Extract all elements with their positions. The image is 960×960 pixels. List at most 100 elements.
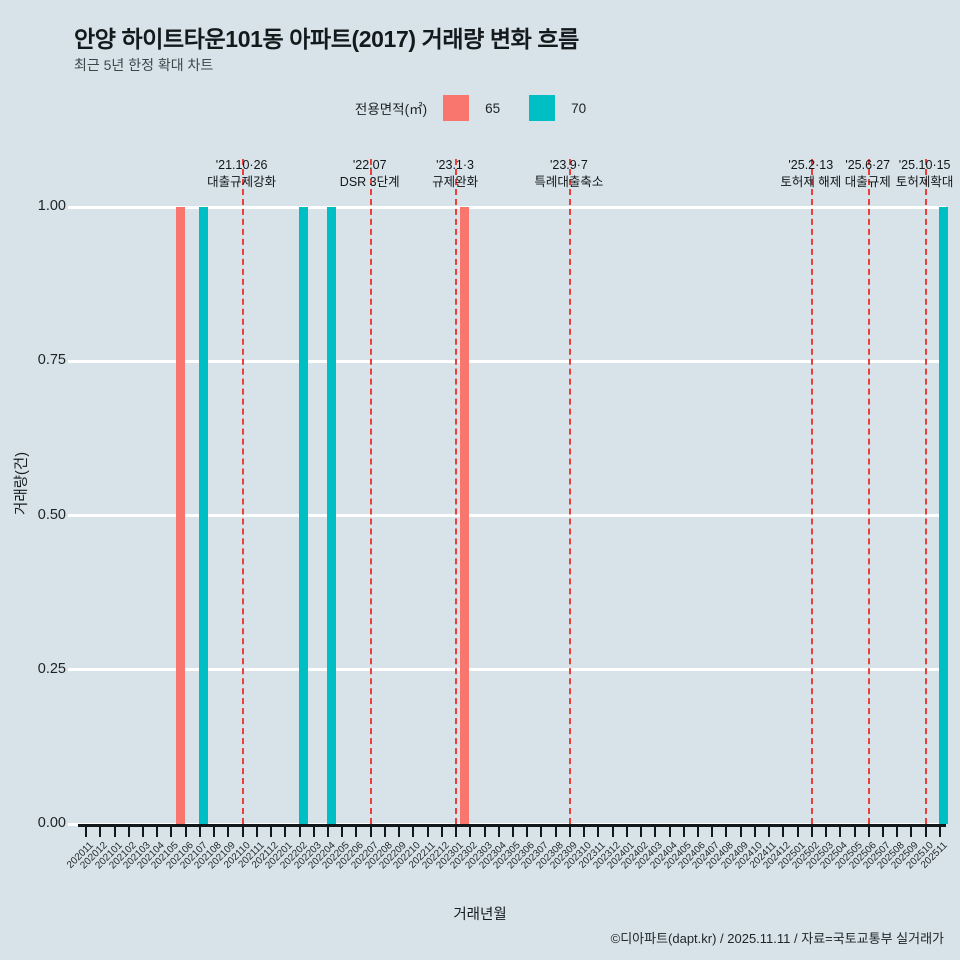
bar-202204-70[interactable] [327, 207, 337, 824]
x-tick-mark [938, 827, 941, 837]
footer-credit: ©디아파트(dapt.kr) / 2025.11.11 / 자료=국토교통부 실… [610, 931, 944, 946]
x-axis-title: 거래년월 [453, 907, 507, 923]
x-axis-line [78, 824, 946, 827]
x-tick-mark [526, 827, 529, 837]
x-tick-mark [711, 827, 714, 837]
x-tick-mark [512, 827, 514, 837]
y-tick-mark [68, 359, 78, 363]
event-label: DSR 3단계 [339, 175, 400, 189]
x-tick-mark [312, 827, 315, 837]
y-tick-label: 1.00 [37, 198, 66, 214]
event-line-202110 [241, 159, 244, 824]
bar-202107-70[interactable] [198, 207, 208, 824]
event-date: '21.10·26 [215, 158, 268, 172]
x-tick-mark [483, 827, 486, 837]
x-tick-mark [825, 827, 828, 837]
event-annotation-202510: '25.10·15 토허제확대 [896, 157, 954, 191]
event-line-202502 [810, 159, 813, 824]
legend-label-70: 70 [571, 100, 587, 116]
event-date: '23.1·3 [436, 158, 474, 172]
x-tick-mark [867, 827, 870, 837]
event-annotation-202301: '23.1·3 규제완화 [432, 157, 478, 191]
x-tick-mark [412, 827, 415, 837]
x-tick-mark [255, 827, 258, 837]
x-tick-mark [654, 827, 657, 837]
gridline [78, 668, 946, 672]
x-tick-mark [924, 827, 927, 837]
legend-swatch-70[interactable] [529, 95, 556, 121]
event-date: '25.6·27 [845, 158, 891, 172]
x-tick-mark [896, 827, 899, 837]
event-annotation-202207: '22.07 DSR 3단계 [340, 157, 400, 191]
x-tick-mark [85, 827, 88, 837]
event-date: '25.10·15 [898, 158, 951, 172]
x-tick-mark [156, 827, 159, 837]
event-line-202301 [455, 159, 458, 824]
bar-202511-70[interactable] [938, 207, 948, 824]
y-tick-label: 0.25 [37, 660, 66, 677]
event-label: 특례대출축소 [534, 175, 604, 189]
event-label: 대출규제 [844, 175, 891, 189]
x-tick-mark [426, 827, 429, 837]
y-tick-label: 0.75 [37, 352, 66, 369]
x-tick-mark [355, 827, 358, 837]
bar-202302-65[interactable] [460, 207, 470, 824]
event-annotation-202506: '25.6·27 대출규제 [845, 157, 891, 191]
legend-title: 전용면적(㎡) [354, 102, 428, 117]
event-label: 규제완화 [432, 175, 479, 189]
x-tick-mark [184, 827, 187, 837]
gridline [78, 514, 946, 517]
chart-legend: 전용면적(㎡) 65 70 [0, 95, 960, 121]
x-tick-mark [910, 827, 913, 837]
x-tick-mark [725, 827, 728, 837]
x-tick-mark [270, 827, 273, 837]
x-tick-mark [327, 827, 330, 837]
x-tick-mark [142, 827, 145, 837]
x-tick-mark [497, 827, 500, 837]
x-tick-mark [113, 827, 116, 837]
x-tick-mark [241, 827, 244, 837]
x-tick-mark [540, 827, 543, 837]
x-tick-mark [99, 827, 102, 837]
x-tick-mark [213, 827, 216, 837]
x-tick-mark [369, 827, 372, 837]
bar-202106-65[interactable] [175, 207, 185, 824]
event-annotation-202309: '23.9·7 특례대출축소 [534, 157, 603, 191]
page-title: 안양 하이트타운101동 아파트(2017) 거래량 변화 흐름 [74, 26, 579, 52]
x-tick-mark [440, 827, 443, 837]
legend-swatch-65[interactable] [443, 95, 470, 121]
x-tick-mark [341, 827, 344, 837]
x-tick-mark [668, 827, 671, 837]
page-subtitle: 최근 5년 한정 확대 차트 [74, 57, 214, 73]
y-tick-mark [68, 205, 78, 209]
y-tick-mark [68, 668, 78, 672]
x-tick-mark [469, 827, 472, 837]
x-tick-mark [796, 827, 799, 837]
event-date: '25.2·13 [788, 158, 834, 172]
gridline [78, 205, 946, 209]
x-tick-mark [597, 827, 600, 837]
x-tick-mark [383, 827, 386, 837]
event-line-202510 [924, 159, 927, 824]
plot-area: 0.00 0.25 0.50 0.75 1.00 [38, 159, 948, 831]
y-tick-mark [68, 514, 78, 517]
x-tick-mark [583, 827, 586, 837]
event-label: 토허제확대 [895, 175, 954, 189]
x-tick-mark [554, 827, 557, 837]
x-tick-mark [611, 827, 614, 837]
x-tick-mark [455, 827, 458, 837]
event-label: 토허제 해제 [780, 175, 842, 189]
event-annotation-202110: '21.10·26 대출규제강화 [207, 157, 276, 191]
event-annotation-202502: '25.2·13 토허제 해제 [780, 157, 841, 191]
x-tick-mark [398, 827, 401, 837]
bar-202202-70[interactable] [298, 207, 308, 824]
x-tick-mark [839, 827, 842, 837]
event-line-202207 [369, 159, 372, 824]
x-tick-mark [298, 827, 301, 837]
gridline [78, 359, 946, 363]
x-tick-mark [640, 827, 643, 837]
event-date: '22.07 [352, 158, 387, 172]
y-tick-label: 0.50 [37, 506, 66, 523]
